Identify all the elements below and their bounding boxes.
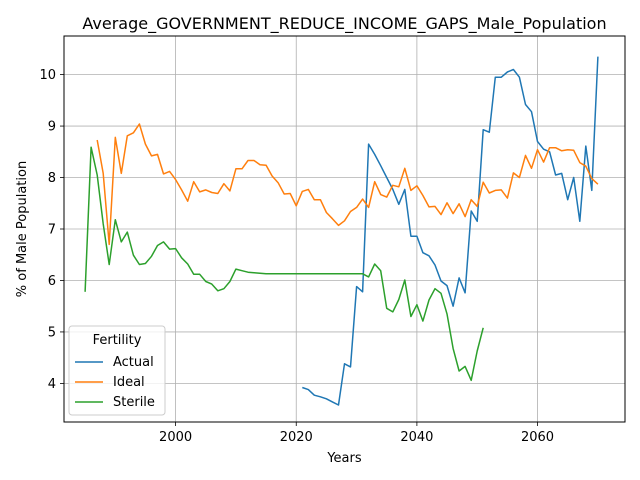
x-tick-label-2000: 2000 xyxy=(159,430,192,445)
y-tick-label-6: 6 xyxy=(48,274,56,289)
y-tick-label-7: 7 xyxy=(48,223,56,238)
legend-title: Fertility xyxy=(93,333,142,348)
legend-box xyxy=(68,325,166,416)
legend-label-sterile: Sterile xyxy=(113,395,155,410)
x-axis-label: Years xyxy=(326,451,362,466)
series-line-sterile xyxy=(84,146,484,382)
y-tick-label-9: 9 xyxy=(48,120,56,135)
y-axis-label: % of Male Population xyxy=(15,161,30,297)
y-axis: 4 5 6 7 8 9 10 xyxy=(39,68,64,392)
legend-label-actual: Actual xyxy=(113,355,154,370)
grid-lines xyxy=(64,36,625,422)
y-tick-label-5: 5 xyxy=(48,325,56,340)
y-tick-label-8: 8 xyxy=(48,171,56,186)
x-tick-label-2040: 2040 xyxy=(400,430,433,445)
series-line-ideal xyxy=(96,123,599,246)
legend-items: Actual Ideal Sterile xyxy=(75,355,155,410)
legend: Fertility Actual Ideal Sterile xyxy=(68,325,166,416)
y-tick-label-4: 4 xyxy=(48,377,56,392)
x-axis: 2000 2020 2040 2060 xyxy=(159,422,554,445)
legend-label-ideal: Ideal xyxy=(113,375,145,390)
chart-title: Average_GOVERNMENT_REDUCE_INCOME_GAPS_Ma… xyxy=(82,14,606,34)
x-tick-label-2060: 2060 xyxy=(521,430,554,445)
y-tick-label-10: 10 xyxy=(39,68,56,83)
series-layer xyxy=(84,56,599,406)
x-tick-label-2020: 2020 xyxy=(280,430,313,445)
